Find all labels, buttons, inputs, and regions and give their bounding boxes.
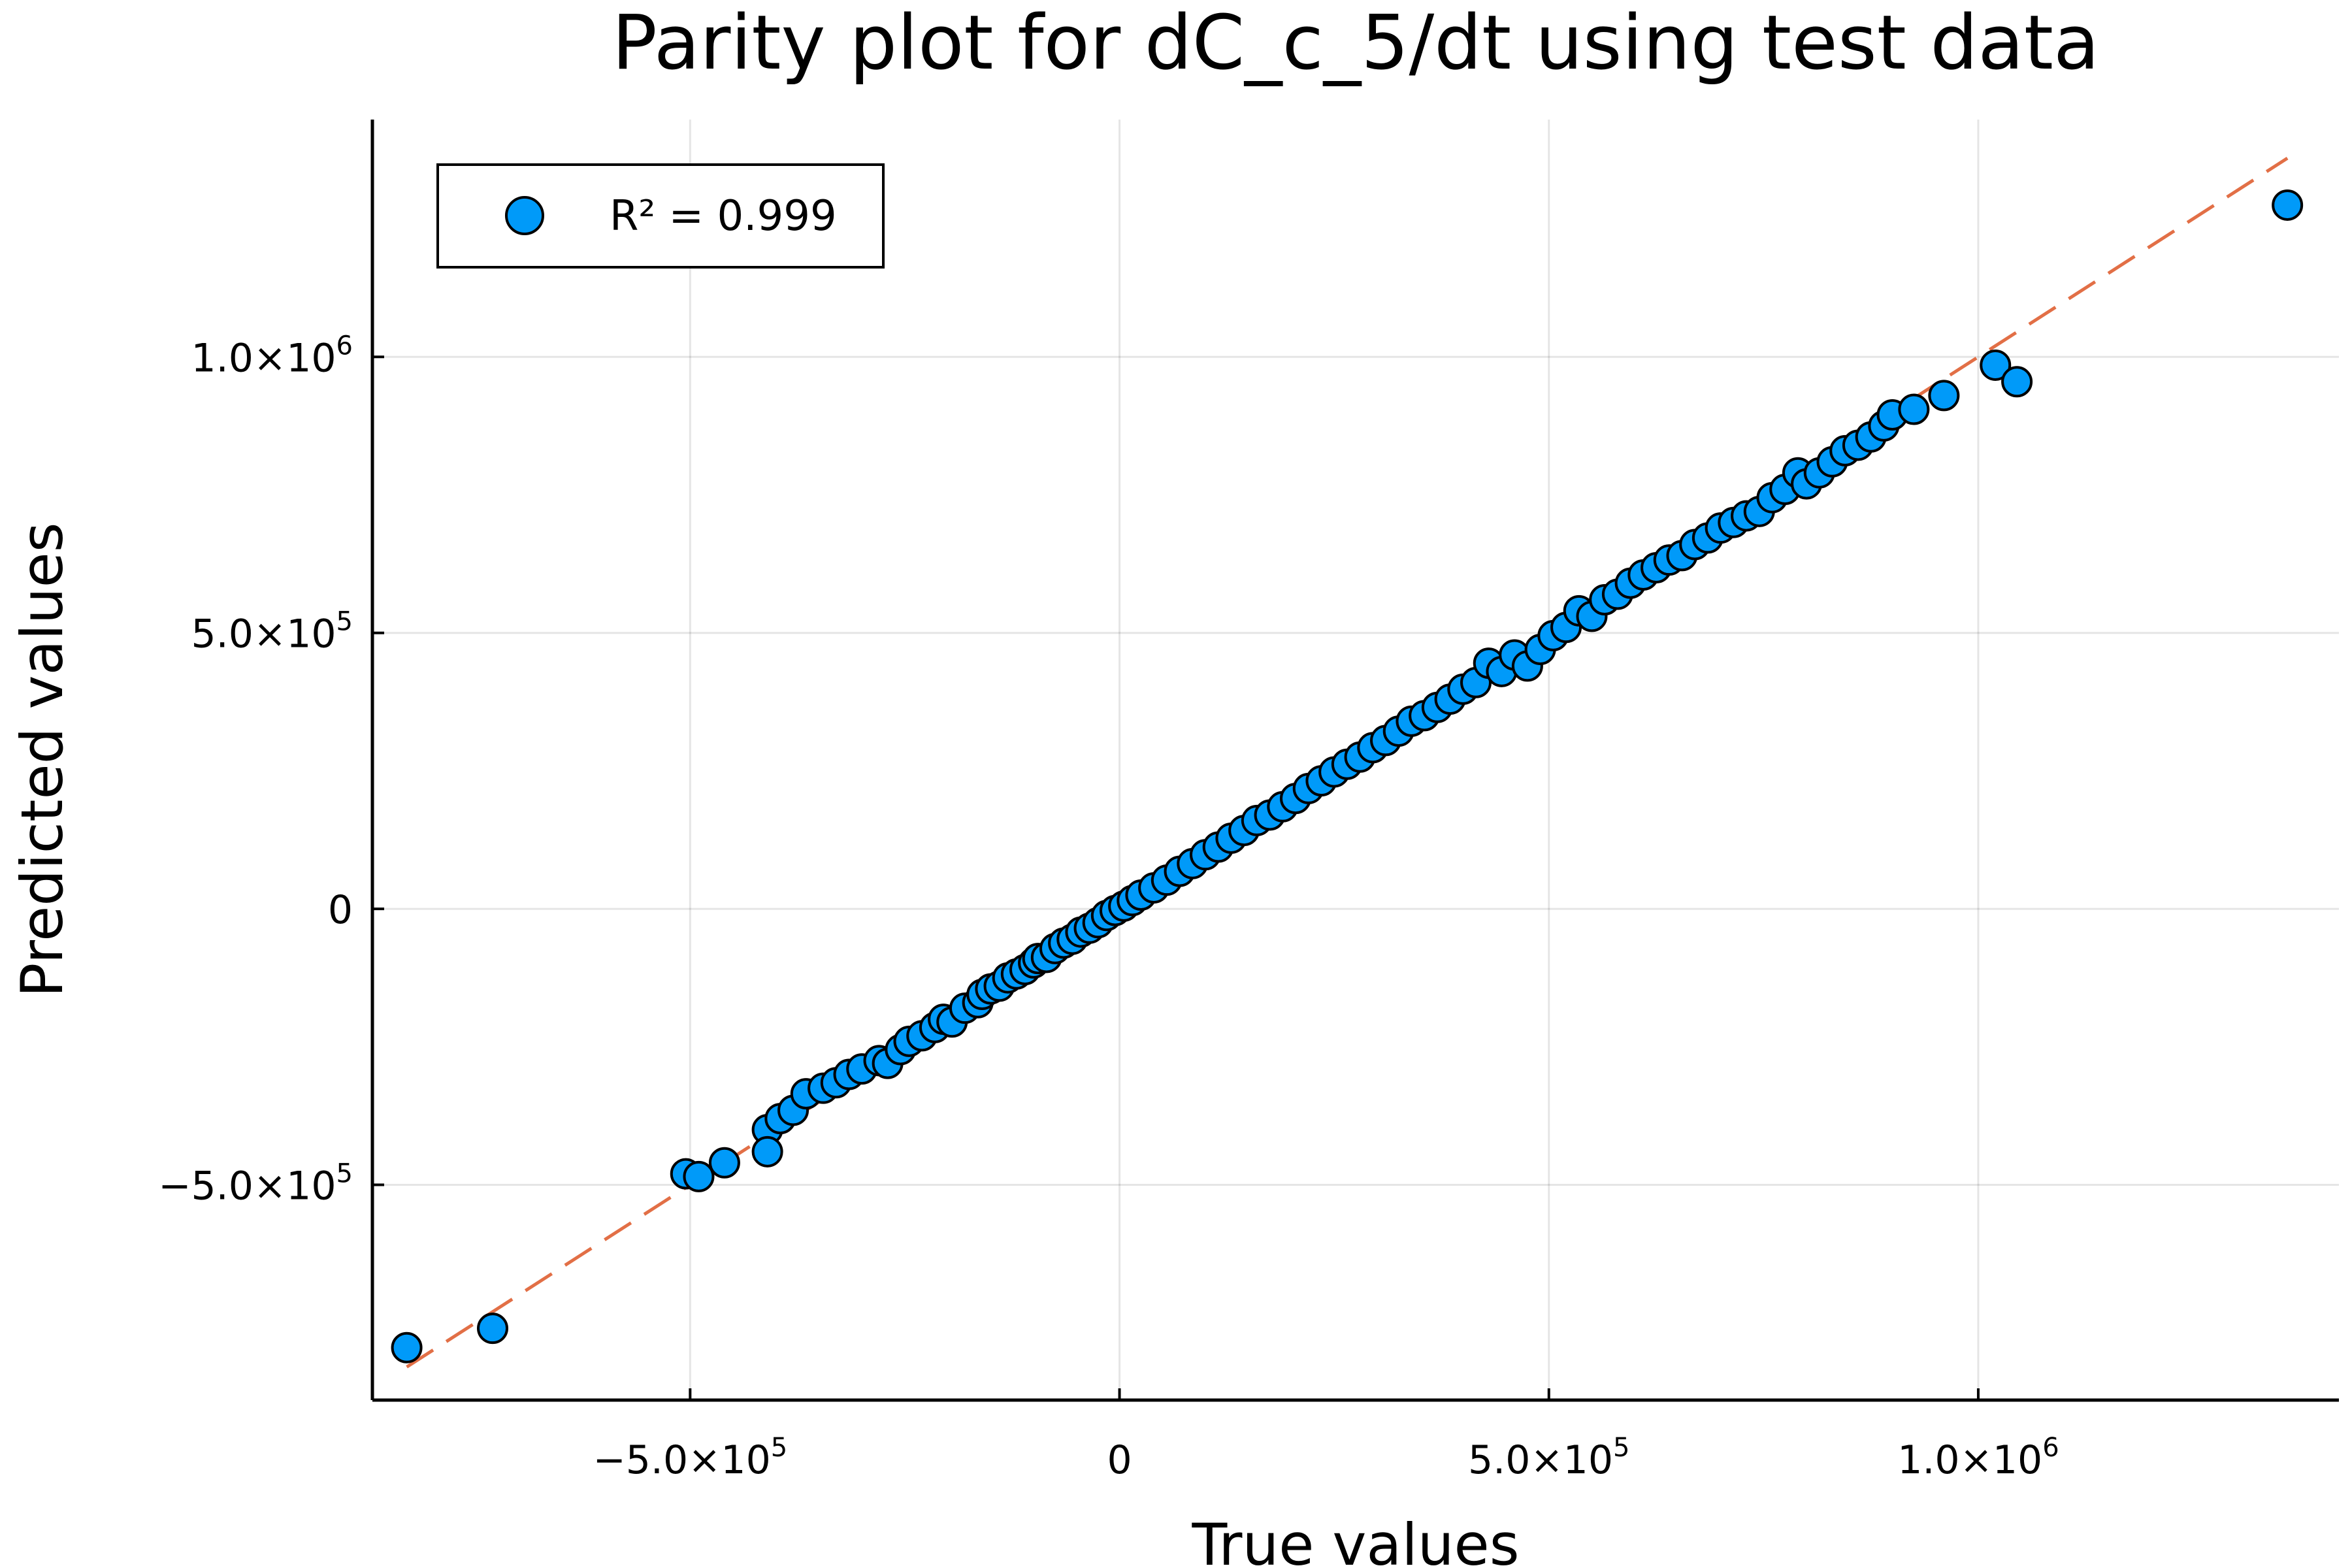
scatter-point <box>2272 189 2304 221</box>
y-tick-label-exponent: 5 <box>336 607 353 637</box>
x-tick-label: −5.0×105 <box>593 1433 787 1483</box>
y-tick-label-exponent: 5 <box>336 1159 353 1189</box>
y-tick-label-mantissa: −5.0×10 <box>158 1164 336 1209</box>
scatter-point <box>1928 380 1960 412</box>
legend-label: R² = 0.999 <box>610 192 837 240</box>
scatter-point <box>751 1135 783 1168</box>
y-tick-label-mantissa: 0 <box>328 887 353 933</box>
x-tick-label-mantissa: −5.0×10 <box>593 1437 770 1483</box>
scatter-point <box>708 1147 740 1179</box>
data-points <box>391 189 2304 1364</box>
y-tick-label-exponent: 6 <box>336 331 353 361</box>
scatter-point <box>477 1313 509 1345</box>
y-tick-label: 0 <box>328 887 353 933</box>
scatter-point <box>2001 366 2033 398</box>
y-tick-label: 5.0×105 <box>191 607 353 657</box>
scatter-point <box>1980 349 2012 381</box>
y-tick-label: −5.0×105 <box>158 1159 353 1209</box>
x-tick-label-exponent: 5 <box>771 1433 787 1463</box>
x-axis-ticks: −5.0×105 0 5.0×105 1.0×106 <box>593 1388 2059 1483</box>
x-tick-label: 1.0×106 <box>1897 1433 2059 1483</box>
scatter-point <box>1898 393 1930 425</box>
x-axis-label: True values <box>1191 1511 1519 1568</box>
y-tick-label-mantissa: 5.0×10 <box>191 612 336 657</box>
scatter-point <box>683 1160 715 1192</box>
x-tick-label-mantissa: 5.0×10 <box>1468 1437 1613 1483</box>
x-tick-label-mantissa: 1.0×10 <box>1897 1437 2042 1483</box>
y-axis-label: Predicted values <box>8 522 76 997</box>
y-tick-label-mantissa: 1.0×10 <box>191 335 336 381</box>
x-tick-label: 0 <box>1107 1437 1132 1483</box>
x-tick-label-exponent: 5 <box>1613 1433 1629 1463</box>
x-tick-label: 5.0×105 <box>1468 1433 1630 1483</box>
parity-reference-line <box>406 157 2289 1369</box>
reference-line <box>406 157 2289 1369</box>
chart-title: Parity plot for dC_c_5/dt using test dat… <box>612 0 2100 87</box>
legend-marker <box>505 196 544 235</box>
x-tick-label-exponent: 6 <box>2042 1433 2059 1463</box>
y-tick-label: 1.0×106 <box>191 331 353 381</box>
legend: R² = 0.999 <box>436 163 885 269</box>
x-tick-label-mantissa: 0 <box>1107 1437 1132 1483</box>
scatter-point <box>391 1331 423 1364</box>
